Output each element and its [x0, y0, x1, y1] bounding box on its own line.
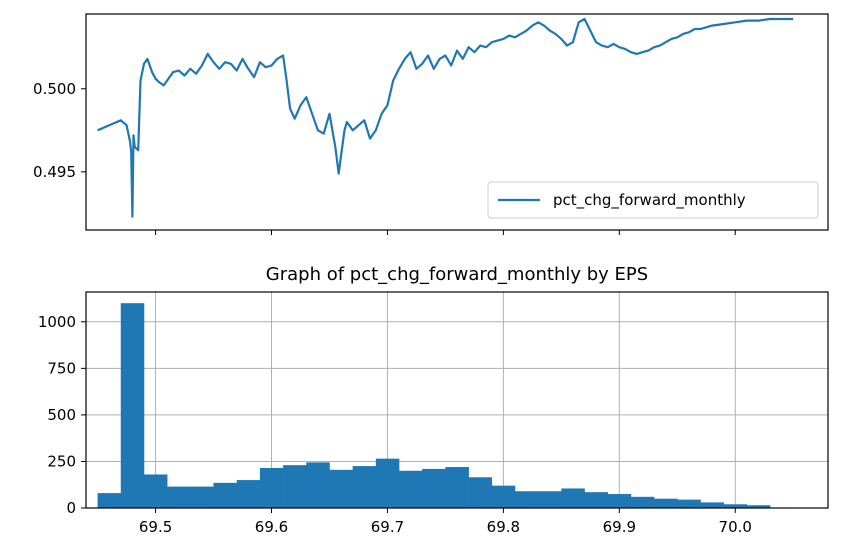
histogram-bar: [468, 477, 493, 508]
histogram-bar: [584, 492, 609, 508]
x-tick-label: 69.8: [487, 518, 520, 536]
histogram-bar: [514, 491, 539, 508]
histogram-bar: [491, 485, 516, 508]
histogram-bar: [700, 502, 724, 508]
histogram-bar: [375, 458, 400, 508]
histogram-bar: [329, 469, 353, 508]
y-tick-label: 750: [47, 359, 76, 377]
y-tick-label: 500: [47, 406, 76, 424]
x-tick-label: 69.5: [139, 518, 172, 536]
histogram-bar: [190, 486, 214, 508]
histogram-bar: [746, 505, 771, 508]
histogram-bar: [399, 470, 423, 508]
x-tick-label: 69.9: [603, 518, 636, 536]
top-chart-axes: 0.495 0.500: [33, 80, 736, 235]
histogram-bar: [143, 474, 168, 508]
bottom-chart-axes: 0 250 500 750 1000 69.5 69.6 69.7 69.8 69.9 70.0: [38, 313, 752, 536]
histogram-bar: [259, 467, 284, 508]
y-tick-label: 250: [47, 452, 76, 470]
x-tick-label: 70.0: [719, 518, 752, 536]
x-tick-label: 69.6: [255, 518, 288, 536]
histogram-bar: [445, 467, 469, 508]
y-tick-label: 1000: [38, 313, 76, 331]
histogram-bar: [167, 486, 191, 508]
histogram-bar: [283, 465, 307, 508]
legend: pct_chg_forward_monthly: [487, 181, 819, 219]
bottom-chart-marks: [97, 303, 771, 508]
histogram-bar: [236, 480, 261, 508]
histogram-bar: [607, 494, 632, 508]
histogram-bar: [422, 468, 446, 508]
legend-label: pct_chg_forward_monthly: [553, 191, 746, 210]
bottom-chart-frame: [85, 291, 829, 509]
histogram-bar: [306, 462, 330, 508]
chart-title: Graph of pct_chg_forward_monthly by EPS: [266, 264, 648, 285]
top-chart-marks: [97, 17, 794, 218]
histogram-bar: [561, 488, 585, 508]
histogram-bar: [654, 498, 678, 508]
series-line-0: [97, 17, 794, 218]
y-tick-label: 0.495: [33, 163, 76, 181]
bottom-chart: Graph of pct_chg_forward_monthly by EPS …: [38, 264, 829, 536]
histogram-bar: [352, 466, 377, 508]
top-chart: 0.495 0.500 pct_chg_forward_monthly: [33, 13, 829, 235]
histogram-bar: [677, 499, 701, 508]
histogram-bar: [630, 496, 655, 508]
legend-box: [487, 181, 819, 219]
histogram-bar: [120, 303, 145, 508]
histogram-bar: [538, 491, 562, 508]
histogram-bar: [213, 482, 238, 508]
y-tick-label: 0: [66, 499, 76, 517]
x-tick-label: 69.7: [371, 518, 404, 536]
top-chart-frame: [85, 13, 829, 231]
histogram-bar: [723, 504, 748, 508]
y-tick-label: 0.500: [33, 80, 76, 98]
histogram-bar: [97, 493, 122, 508]
